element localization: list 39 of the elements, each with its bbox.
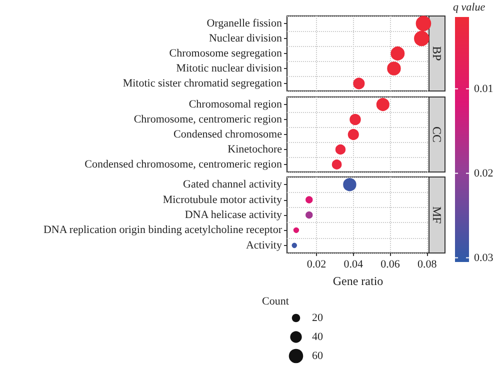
y-tick-label: Microtubule motor activity	[162, 194, 282, 206]
y-tick-label: Mitotic nuclear division	[176, 62, 282, 74]
y-tick-label: Chromosome segregation	[169, 48, 282, 60]
point	[306, 211, 313, 219]
y-tick-label: Kinetochore	[228, 144, 282, 156]
text: BP	[430, 46, 444, 62]
point	[335, 144, 346, 155]
y-tick-label: Chromosomal region	[188, 98, 282, 110]
color-bar-label: 0.01	[474, 82, 494, 95]
legend-label: 40	[312, 331, 324, 343]
y-tick-label: Condensed chromosome	[174, 128, 282, 140]
text: MF	[430, 206, 444, 224]
y-tick-label: DNA replication origin binding acetylcholine receptor	[43, 224, 282, 236]
color-bar-title: q value	[453, 2, 486, 14]
y-tick-label: Gated channel activity	[183, 178, 282, 191]
x-tick-label: 0.08	[418, 258, 438, 270]
y-tick-label: Activity	[246, 239, 282, 252]
color-bar-label: 0.03	[474, 252, 494, 264]
y-tick-label: Condensed chromosome, centromeric region	[84, 158, 282, 170]
legend-title: Count	[262, 296, 289, 308]
legend-label: 60	[312, 350, 324, 362]
color-bar-label: 0.02	[474, 167, 494, 180]
y-tick-label: Chromosome, centromeric region	[134, 114, 282, 126]
point	[348, 128, 359, 140]
point	[292, 242, 298, 248]
y-tick-label: Nuclear division	[208, 32, 282, 44]
x-tick-label: 0.02	[306, 258, 326, 270]
y-tick-label: Organelle fission	[206, 18, 282, 30]
point	[350, 114, 361, 126]
x-tick-label: 0.04	[344, 258, 364, 270]
y-tick-label: Mitotic sister chromatid segregation	[122, 78, 282, 90]
legend-label: 20	[312, 312, 324, 324]
x-axis-title: Gene ratio	[332, 274, 384, 288]
y-tick-label: DNA helicase activity	[184, 209, 282, 221]
point	[306, 196, 313, 204]
x-tick-label: 0.06	[380, 258, 400, 270]
point	[390, 46, 405, 60]
point	[293, 227, 300, 234]
text: CC	[430, 126, 444, 143]
